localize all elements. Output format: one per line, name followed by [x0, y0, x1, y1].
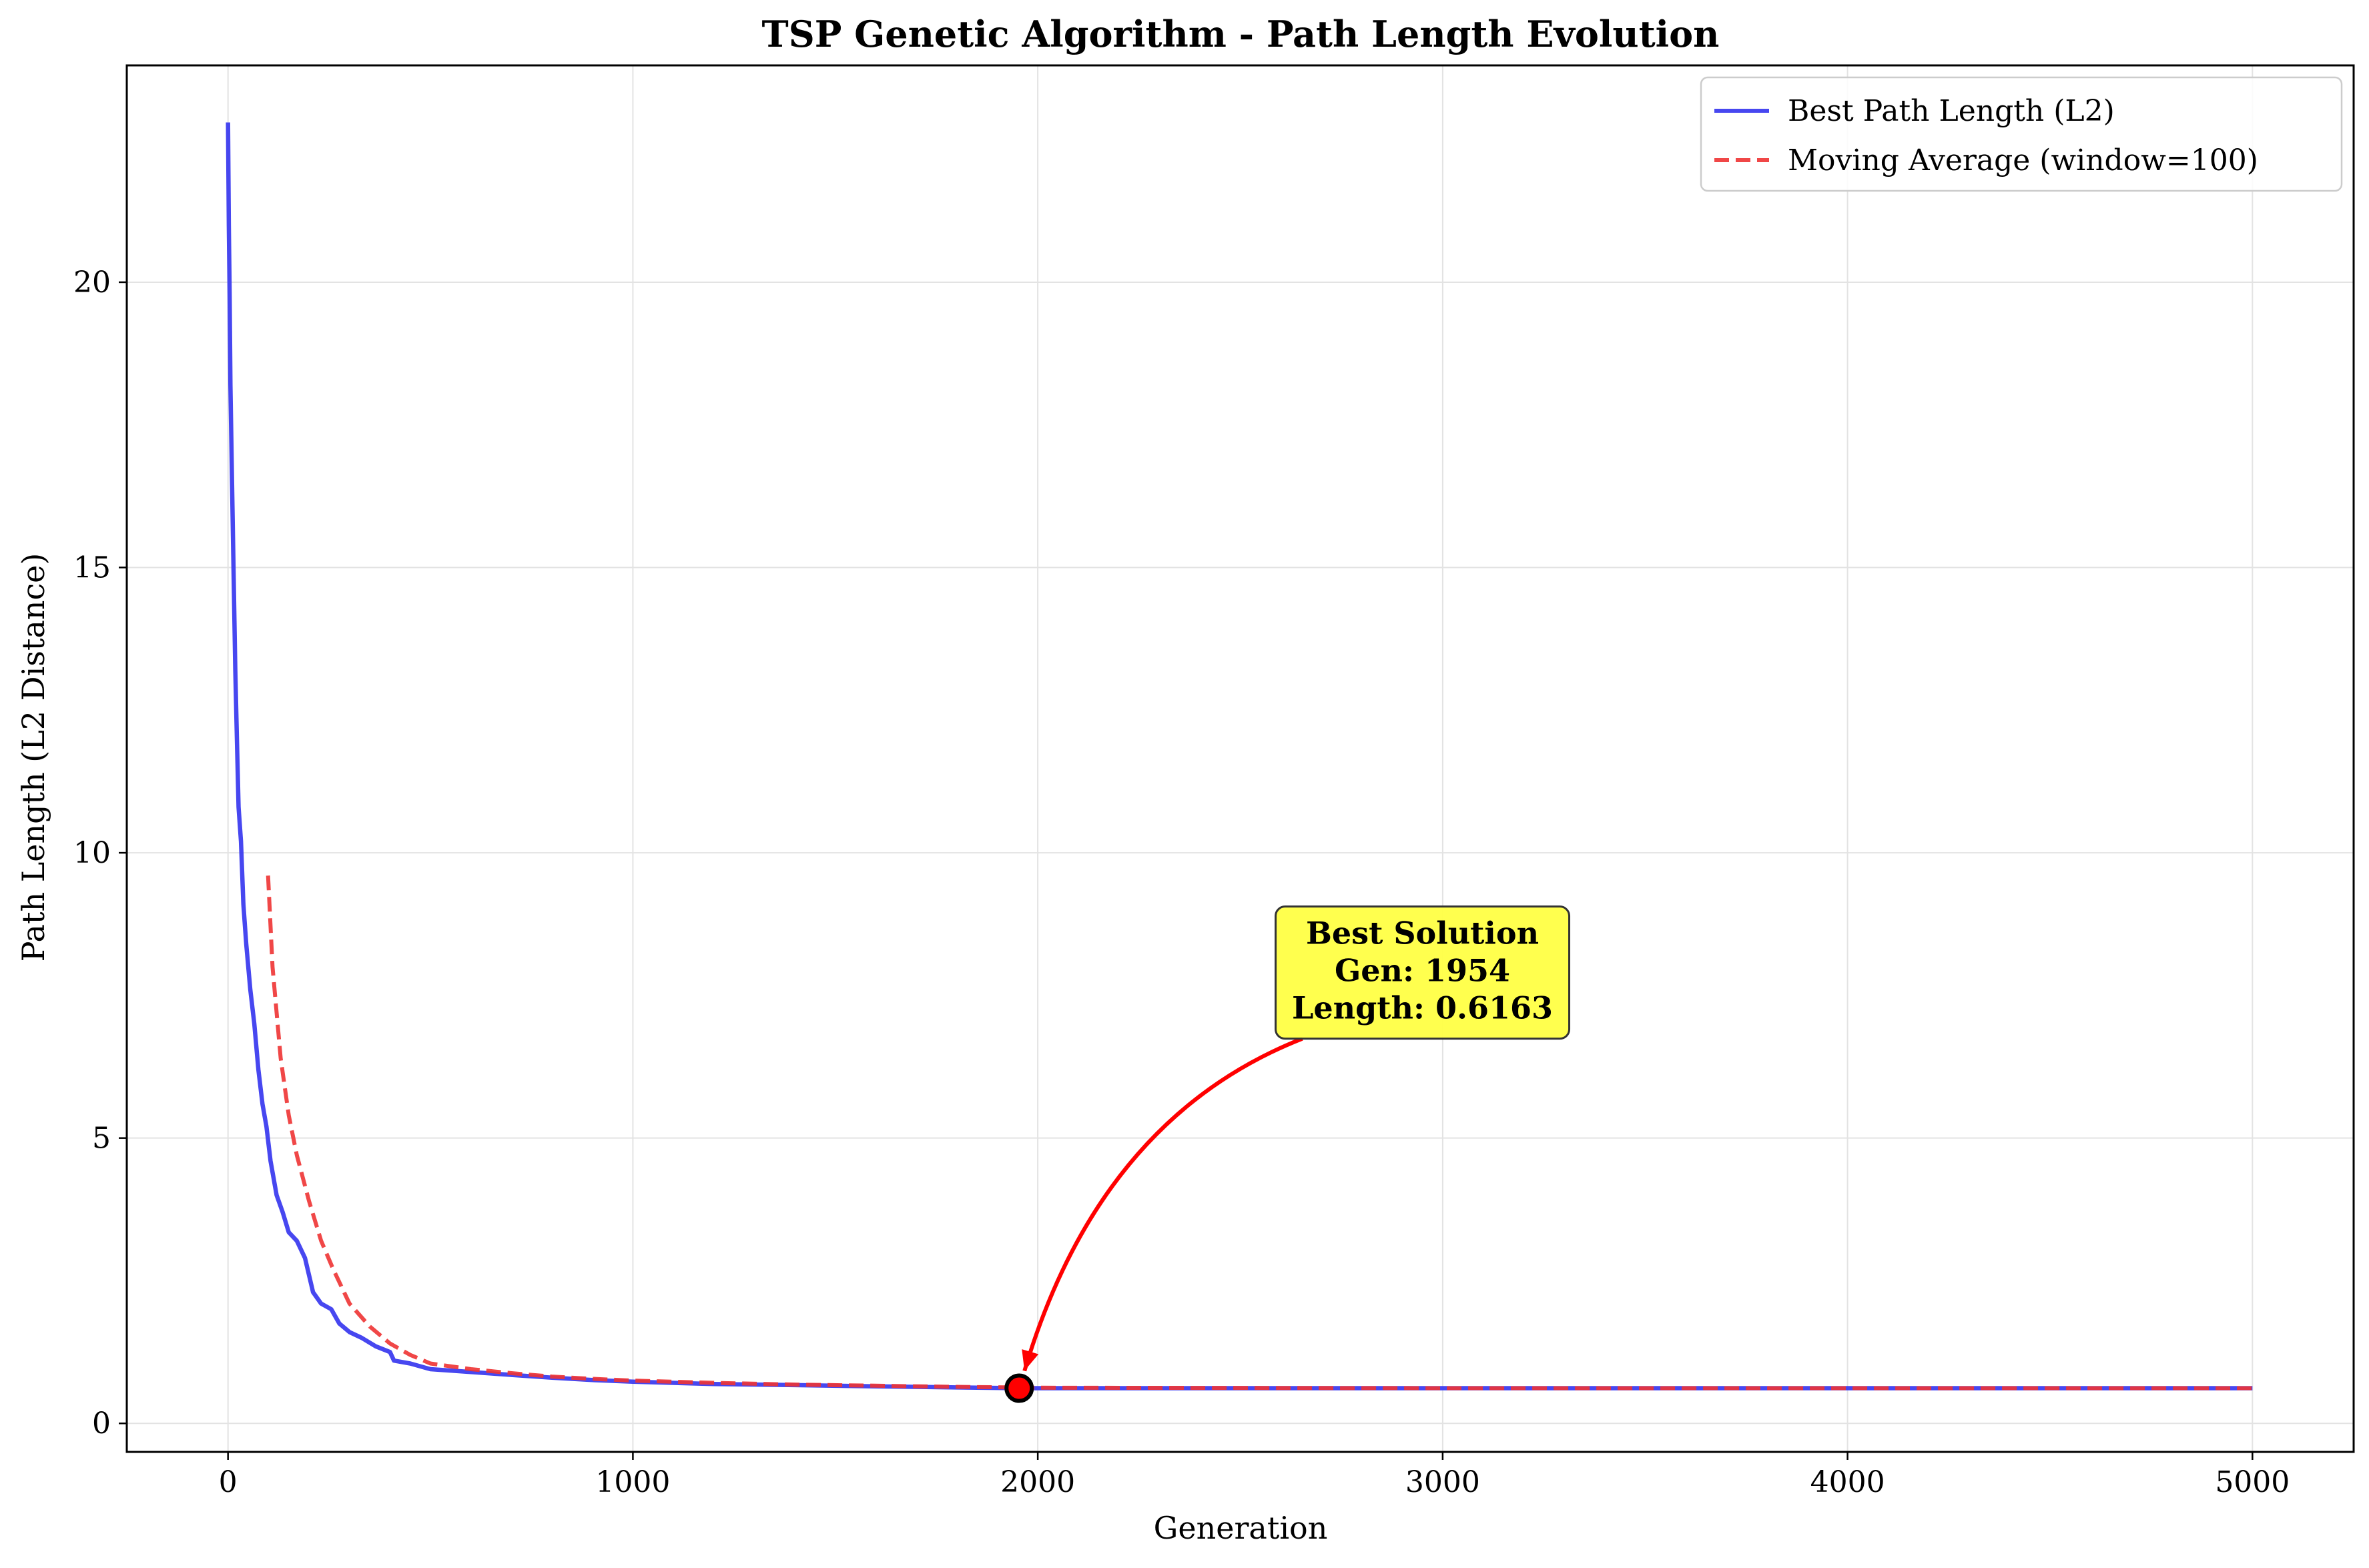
legend-label-2: Moving Average (window=100)	[1788, 143, 2258, 177]
x-tick-label: 2000	[1000, 1465, 1075, 1499]
y-tick-label: 0	[92, 1407, 111, 1441]
series-group	[226, 122, 2253, 1391]
y-tick-label: 5	[92, 1122, 111, 1156]
x-tick-label: 4000	[1810, 1465, 1885, 1499]
grid	[127, 65, 2354, 1452]
y-tick-label: 10	[73, 836, 111, 870]
y-axis-label: Path Length (L2 Distance)	[15, 553, 51, 962]
series-line-2	[266, 875, 2253, 1391]
annotation-box	[1275, 905, 1571, 1040]
annotation-arrowhead	[1022, 1349, 1039, 1371]
x-axis-label: Generation	[1154, 1510, 1328, 1546]
x-tick-label: 0	[219, 1465, 238, 1499]
x-tick-label: 3000	[1405, 1465, 1480, 1499]
legend: Best Path Length (L2) Moving Average (win…	[1700, 76, 2343, 192]
annotation-text-line: Gen: 1954	[1335, 953, 1510, 989]
y-tick-label: 20	[73, 266, 111, 300]
y-tick-label: 15	[73, 551, 111, 585]
annotation-text-line: Length: 0.6163	[1292, 990, 1553, 1026]
chart-title: TSP Genetic Algorithm - Path Length Evol…	[762, 13, 1720, 55]
best-solution-marker	[1004, 1373, 1034, 1403]
x-tick-label: 1000	[595, 1465, 670, 1499]
x-tick-label: 5000	[2215, 1465, 2290, 1499]
annotation-text-line: Best Solution	[1306, 915, 1539, 951]
axis-ticks: 0 1000 2000 3000 4000 5000 0 5 10 15 20	[73, 266, 2290, 1499]
plot-frame	[125, 64, 2355, 1453]
legend-label-1: Best Path Length (L2)	[1788, 94, 2115, 128]
legend-box	[1700, 76, 2343, 192]
annotation-arrow	[1022, 1036, 1303, 1372]
